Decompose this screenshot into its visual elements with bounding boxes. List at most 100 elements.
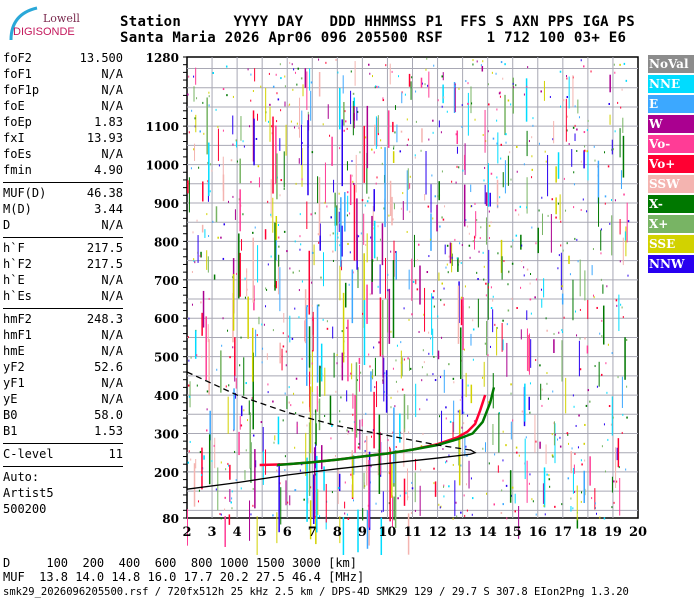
interference-streak xyxy=(274,222,276,291)
interference-streak xyxy=(363,253,365,328)
noise-dot xyxy=(329,395,332,425)
noise-dot xyxy=(373,346,375,349)
noise-dot xyxy=(472,319,474,322)
noise-dot xyxy=(486,320,488,356)
y-tick-label: 600 xyxy=(154,312,179,326)
noise-dot xyxy=(439,415,441,418)
noise-dot xyxy=(612,416,614,419)
param-value: N/A xyxy=(101,328,123,342)
noise-dot xyxy=(284,101,286,107)
noise-dot xyxy=(250,180,252,183)
noise-dot xyxy=(508,270,510,273)
noise-dot xyxy=(387,299,389,333)
noise-dot xyxy=(613,63,615,66)
param-label: foE xyxy=(3,99,25,113)
noise-dot xyxy=(463,154,465,170)
noise-dot xyxy=(486,492,488,495)
noise-dot xyxy=(584,145,586,148)
noise-dot xyxy=(529,473,531,476)
logo-text-digisonde: DIGISONDE xyxy=(13,26,75,38)
noise-dot xyxy=(310,486,312,489)
noise-dot xyxy=(276,512,278,544)
noise-dot xyxy=(299,235,301,238)
noise-dot xyxy=(222,88,225,91)
noise-dot xyxy=(625,226,627,257)
noise-dot xyxy=(516,145,518,148)
noise-dot xyxy=(378,85,380,88)
noise-dot xyxy=(481,376,483,379)
noise-dot xyxy=(387,289,389,292)
noise-dot xyxy=(561,331,563,334)
noise-dot xyxy=(524,383,526,422)
noise-dot xyxy=(437,315,439,318)
param-label: foF1 xyxy=(3,67,32,81)
noise-dot xyxy=(496,179,499,209)
noise-dot xyxy=(407,405,409,420)
noise-dot xyxy=(625,468,627,471)
noise-dot xyxy=(580,160,582,163)
noise-dot xyxy=(290,120,292,123)
noise-dot xyxy=(441,282,443,285)
noise-dot xyxy=(500,239,503,273)
noise-dot xyxy=(528,482,530,485)
noise-dot xyxy=(365,243,367,246)
noise-dot xyxy=(274,435,276,441)
noise-dot xyxy=(509,151,511,154)
noise-dot xyxy=(341,330,343,333)
noise-dot xyxy=(471,497,474,500)
noise-dot xyxy=(515,446,518,449)
noise-dot xyxy=(584,423,586,426)
noise-dot xyxy=(388,214,390,217)
noise-dot xyxy=(335,58,337,61)
noise-dot xyxy=(467,102,469,105)
noise-dot xyxy=(502,479,504,482)
noise-dot xyxy=(499,196,501,199)
noise-dot xyxy=(270,213,272,216)
noise-dot xyxy=(487,282,489,320)
noise-dot xyxy=(221,344,223,347)
noise-dot xyxy=(284,85,286,88)
noise-dot xyxy=(227,396,229,434)
noise-dot xyxy=(605,362,607,365)
noise-dot xyxy=(240,487,242,490)
noise-dot xyxy=(468,306,470,309)
interference-streak xyxy=(351,455,354,498)
param-label: MUF(D) xyxy=(3,186,47,200)
interference-streak xyxy=(393,407,395,484)
noise-dot xyxy=(488,224,491,227)
noise-dot xyxy=(571,149,573,167)
noise-dot xyxy=(524,438,526,480)
noise-dot xyxy=(549,485,551,488)
noise-dot xyxy=(498,412,500,453)
noise-dot xyxy=(353,113,355,121)
noise-dot xyxy=(622,117,624,133)
noise-dot xyxy=(408,269,410,290)
noise-dot xyxy=(530,339,532,368)
noise-dot xyxy=(617,438,620,468)
noise-dot xyxy=(413,234,415,268)
noise-dot xyxy=(294,71,296,74)
noise-dot xyxy=(281,348,283,371)
param-value: 248.3 xyxy=(86,312,123,326)
noise-dot xyxy=(586,210,588,213)
param-label: h`F2 xyxy=(3,257,32,271)
noise-dot xyxy=(318,72,321,97)
noise-dot xyxy=(229,464,231,480)
noise-dot xyxy=(456,146,458,154)
noise-dot xyxy=(542,483,544,504)
noise-dot xyxy=(285,480,287,506)
interference-streak xyxy=(202,181,204,202)
noise-dot xyxy=(500,143,503,146)
noise-dot xyxy=(521,244,523,247)
noise-dot xyxy=(411,76,413,79)
noise-dot xyxy=(462,169,464,172)
noise-dot xyxy=(409,210,411,213)
noise-dot xyxy=(422,349,424,352)
interference-streak xyxy=(357,509,359,553)
noise-dot xyxy=(515,84,517,87)
noise-dot xyxy=(604,195,607,198)
param-row: fmin 4.90 xyxy=(3,162,123,178)
interference-streak xyxy=(391,463,393,498)
noise-dot xyxy=(510,178,512,181)
noise-dot xyxy=(455,133,457,136)
